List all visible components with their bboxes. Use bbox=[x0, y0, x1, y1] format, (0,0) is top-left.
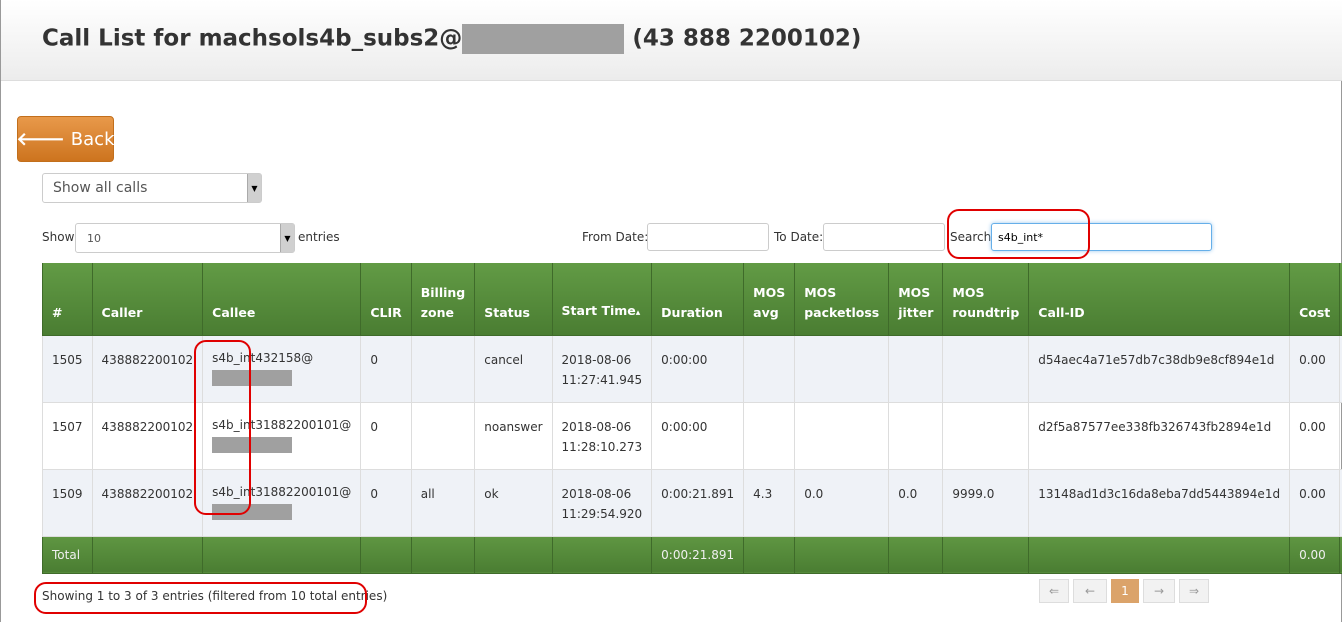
cell-id: 1505 bbox=[42, 334, 93, 403]
cell-clir: 0 bbox=[360, 334, 412, 403]
column-header[interactable]: Status bbox=[474, 263, 553, 336]
search-label: Search: bbox=[950, 230, 996, 244]
page-title: Call List for machsols4b_subs2@ (43 888 … bbox=[42, 24, 861, 54]
cell-mos-avg bbox=[743, 401, 796, 470]
cell-clir: 0 bbox=[360, 468, 412, 537]
cell-zone: all bbox=[410, 468, 476, 537]
back-button[interactable]: 🡐 Back bbox=[16, 116, 115, 162]
cell-call-id: d2f5a87577ee338fb326743fb2894e1d bbox=[1028, 401, 1291, 470]
cell-clir: 0 bbox=[360, 401, 412, 470]
cell-zone bbox=[410, 334, 476, 403]
show-label: Show bbox=[42, 230, 75, 244]
chevron-down-icon: ▼ bbox=[280, 224, 294, 252]
column-header[interactable]: Call-ID bbox=[1028, 263, 1291, 336]
total-label: Total bbox=[42, 535, 93, 574]
cell-cost: 0.00 bbox=[1289, 401, 1341, 470]
search-input[interactable]: s4b_int* bbox=[991, 223, 1212, 251]
sort-asc-icon: ▴ bbox=[635, 307, 641, 318]
from-date-input[interactable] bbox=[647, 223, 769, 251]
cell-mos-avg bbox=[743, 334, 796, 403]
table-row[interactable]: 1509 438882200102 s4b_int31882200101@ 0 all o… bbox=[42, 468, 1342, 537]
page-length-select[interactable]: 10 ▼ bbox=[75, 223, 295, 253]
cell-status: noanswer bbox=[474, 401, 553, 470]
last-page-button[interactable]: ⇒ bbox=[1179, 579, 1209, 603]
next-page-button[interactable]: → bbox=[1143, 579, 1175, 603]
cell-callee: s4b_int31882200101@ bbox=[202, 468, 362, 537]
pagination: ⇐ ← 1 → ⇒ bbox=[1039, 579, 1209, 603]
cell-mos-pl: 0.0 bbox=[794, 468, 890, 537]
column-header[interactable]: CLIR bbox=[360, 263, 412, 336]
prev-page-button[interactable]: ← bbox=[1073, 579, 1107, 603]
column-header[interactable]: MOS packetloss bbox=[794, 263, 890, 336]
cell-mos-avg: 4.3 bbox=[743, 468, 796, 537]
cell-start: 2018-08-06 11:28:10.273 bbox=[551, 401, 653, 470]
cell-mos-jitter bbox=[888, 401, 944, 470]
cell-call-id: d54aec4a71e57db7c38db9e8cf894e1d bbox=[1028, 334, 1291, 403]
cell-start: 2018-08-06 11:29:54.920 bbox=[551, 468, 653, 537]
from-date-label: From Date: bbox=[582, 230, 649, 244]
column-header[interactable]: MOS avg bbox=[743, 263, 796, 336]
column-header[interactable]: Billing zone bbox=[410, 263, 476, 336]
cell-caller: 438882200102 bbox=[91, 334, 204, 403]
page-header: Call List for machsols4b_subs2@ (43 888 … bbox=[1, 0, 1342, 81]
cell-mos-pl bbox=[794, 401, 890, 470]
cell-id: 1509 bbox=[42, 468, 93, 537]
table-info: Showing 1 to 3 of 3 entries (filtered fr… bbox=[42, 589, 388, 603]
page-1-button[interactable]: 1 bbox=[1111, 579, 1139, 603]
cell-mos-pl bbox=[794, 334, 890, 403]
cell-mos-rt bbox=[942, 334, 1030, 403]
cell-duration: 0:00:00 bbox=[651, 334, 745, 403]
column-header[interactable]: MOS roundtrip bbox=[942, 263, 1030, 336]
cell-cost: 0.00 bbox=[1289, 468, 1341, 537]
cell-call-id: 13148ad1d3c16da8eba7dd5443894e1d bbox=[1028, 468, 1291, 537]
to-date-label: To Date: bbox=[774, 230, 824, 244]
column-header[interactable]: Start Time▴ bbox=[551, 263, 653, 336]
cell-mos-rt bbox=[942, 401, 1030, 470]
cell-id: 1507 bbox=[42, 401, 93, 470]
cell-status: cancel bbox=[474, 334, 553, 403]
redacted-domain bbox=[462, 24, 625, 54]
first-page-button[interactable]: ⇐ bbox=[1039, 579, 1069, 603]
column-header[interactable]: Callee bbox=[202, 263, 362, 336]
total-duration: 0:00:21.891 bbox=[651, 535, 745, 574]
column-header[interactable]: MOS jitter bbox=[888, 263, 944, 336]
cell-mos-jitter bbox=[888, 334, 944, 403]
column-header[interactable]: Cost bbox=[1289, 263, 1341, 336]
column-header[interactable]: # bbox=[42, 263, 93, 336]
call-filter-select[interactable]: Show all calls ▼ bbox=[42, 173, 262, 203]
table-row[interactable]: 1505 438882200102 s4b_int432158@ 0 cancel 201… bbox=[42, 334, 1342, 403]
to-date-input[interactable] bbox=[823, 223, 945, 251]
call-list-table: # Caller Callee CLIR Billing zone Status Start… bbox=[42, 263, 1342, 574]
table-row[interactable]: 1507 438882200102 s4b_int31882200101@ 0 noan… bbox=[42, 401, 1342, 470]
entries-label: entries bbox=[298, 230, 340, 244]
total-cost: 0.00 bbox=[1289, 535, 1341, 574]
chevron-down-icon: ▼ bbox=[247, 174, 261, 202]
cell-start: 2018-08-06 11:27:41.945 bbox=[551, 334, 653, 403]
cell-mos-jitter: 0.0 bbox=[888, 468, 944, 537]
cell-zone bbox=[410, 401, 476, 470]
cell-mos-rt: 9999.0 bbox=[942, 468, 1030, 537]
redacted-domain bbox=[212, 504, 293, 520]
redacted-domain bbox=[212, 370, 293, 386]
arrow-left-icon: 🡐 bbox=[16, 128, 65, 150]
redacted-domain bbox=[212, 437, 293, 453]
cell-caller: 438882200102 bbox=[91, 401, 204, 470]
column-header[interactable]: Caller bbox=[91, 263, 204, 336]
cell-status: ok bbox=[474, 468, 553, 537]
column-header[interactable]: Duration bbox=[651, 263, 745, 336]
total-row: Total 0:00:21.891 0.00 bbox=[42, 535, 1342, 574]
cell-caller: 438882200102 bbox=[91, 468, 204, 537]
cell-cost: 0.00 bbox=[1289, 334, 1341, 403]
cell-callee: s4b_int31882200101@ bbox=[202, 401, 362, 470]
cell-duration: 0:00:00 bbox=[651, 401, 745, 470]
cell-callee: s4b_int432158@ bbox=[202, 334, 362, 403]
cell-duration: 0:00:21.891 bbox=[651, 468, 745, 537]
